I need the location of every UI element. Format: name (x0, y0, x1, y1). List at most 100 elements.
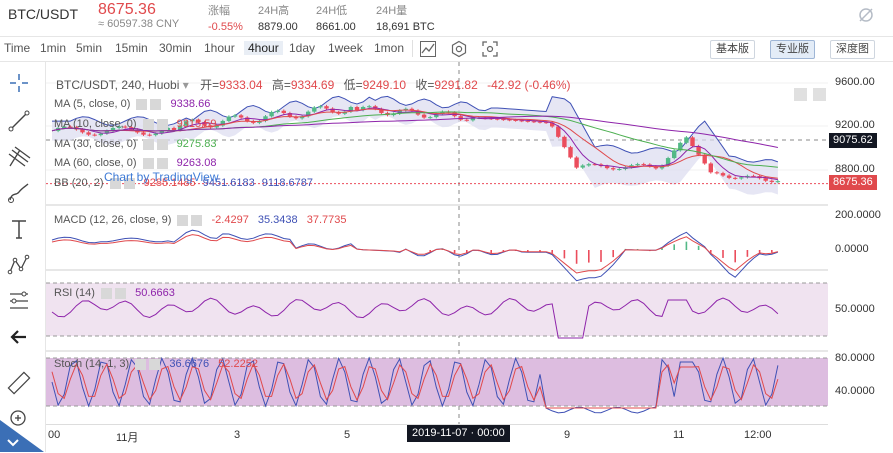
indicator-settings-icon[interactable] (450, 40, 468, 58)
time-tick: 11 (673, 429, 685, 441)
crosshair-price-label: 9075.62 (829, 133, 877, 148)
time-axis[interactable]: 00 11月 3 5 9 11 12:00 2019-11-07 · 00:00 (46, 424, 828, 453)
interval-15min[interactable]: 15min (115, 41, 148, 55)
brush-icon[interactable] (6, 180, 32, 206)
settings-icon[interactable] (109, 177, 121, 189)
close-value: 9291.82 (434, 78, 478, 92)
crosshair-icon[interactable] (6, 70, 32, 96)
settings-icon[interactable] (142, 138, 154, 150)
ma30-value: 9275.83 (176, 138, 217, 150)
candle-body (379, 108, 384, 113)
candle-body (336, 112, 341, 114)
close-icon[interactable] (150, 98, 162, 110)
chart-type-icon[interactable] (419, 40, 437, 58)
close-icon[interactable] (156, 157, 168, 169)
candle-body (751, 175, 756, 177)
basic-view-button[interactable]: 基本版 (710, 40, 755, 59)
settings-icon[interactable] (142, 118, 154, 130)
pair-name[interactable]: BTC/USDT (8, 6, 78, 22)
settings-icon[interactable] (135, 358, 147, 370)
stoch-d-value: 52.2252 (218, 358, 258, 370)
candle-body (147, 134, 152, 136)
interval-time[interactable]: Time (4, 41, 31, 55)
trend-line-icon[interactable] (6, 108, 32, 134)
time-tick: 3 (234, 429, 241, 441)
settings-icon[interactable] (101, 287, 113, 299)
candle-body (568, 147, 573, 158)
low-value: 9249.10 (362, 78, 407, 92)
last-price: 8675.36 (98, 1, 156, 18)
candle-body (525, 120, 530, 122)
interval-1min[interactable]: 1min (40, 41, 67, 55)
candle-body (495, 118, 500, 120)
close-icon[interactable] (149, 358, 161, 370)
interval-30min[interactable]: 30min (159, 41, 192, 55)
ticker-header: BTC/USDT 8675.36 ≈ 60597.38 CNY 涨幅 -0.55… (0, 0, 893, 37)
high-label: 高= (271, 78, 291, 92)
text-tool-icon[interactable] (6, 216, 32, 242)
fullscreen-icon[interactable] (481, 40, 499, 58)
candle-body (104, 130, 110, 134)
pane-controls (791, 88, 827, 101)
candle-body (739, 177, 744, 179)
candle-body (159, 130, 164, 134)
tradingview-watermark[interactable]: Chart by TradingView (104, 170, 219, 184)
interval-1day[interactable]: 1day (289, 41, 316, 55)
depth-chart-button[interactable]: 深度图 (830, 40, 875, 59)
scroll-down-icon[interactable] (794, 88, 807, 101)
pattern-icon[interactable] (6, 252, 32, 278)
ma5-value: 9338.66 (170, 98, 211, 110)
close-icon[interactable] (115, 287, 127, 299)
macd-hist-value: -2.4297 (211, 214, 249, 226)
settings-icon[interactable] (177, 214, 189, 226)
interval-1mon[interactable]: 1mon (374, 41, 405, 55)
change-value: -0.55% (208, 21, 243, 33)
ruler-icon[interactable] (6, 370, 32, 396)
rsi-band (46, 283, 828, 336)
fib-retracement-icon[interactable] (6, 288, 32, 314)
ma10-value: 9315.59 (176, 118, 217, 130)
collapse-toolbar-icon[interactable] (0, 420, 44, 452)
candle-body (354, 107, 360, 111)
close-icon[interactable] (156, 138, 168, 150)
macd-histogram-bar (636, 248, 639, 250)
candle-body (293, 116, 299, 119)
time-tick: 00 (48, 429, 61, 441)
candle-body (708, 163, 713, 173)
macd-histogram-bar (502, 250, 505, 252)
candle-body (684, 137, 689, 143)
zoom-in-icon[interactable] (6, 406, 32, 432)
stoch-tick: 40.0000 (835, 385, 875, 397)
pro-view-button[interactable]: 专业版 (770, 40, 815, 59)
candle-body (177, 125, 183, 131)
candle-body (434, 114, 439, 118)
price-chart[interactable] (46, 62, 828, 424)
close-icon[interactable] (156, 118, 168, 130)
interval-1week[interactable]: 1week (328, 41, 363, 55)
back-arrow-icon[interactable] (6, 324, 32, 350)
ma30-legend: MA (30, close, 0) 9275.83 (54, 138, 216, 150)
hide-icon[interactable] (857, 6, 875, 24)
scroll-up-icon[interactable] (813, 88, 827, 101)
settings-icon[interactable] (136, 98, 148, 110)
candle-body (367, 106, 372, 108)
pitchfork-icon[interactable] (6, 144, 32, 170)
close-icon[interactable] (191, 214, 203, 226)
macd-histogram-bar (710, 250, 712, 253)
candle-body (287, 113, 293, 117)
price-axis[interactable]: 9600.00 9200.00 8800.00 9075.62 8675.36 … (829, 62, 893, 424)
candle-body (543, 122, 549, 124)
candle-body (214, 125, 219, 128)
rsi-legend: RSI (14) 50.6663 (54, 287, 175, 299)
macd-tick: 200.0000 (835, 209, 881, 221)
settings-icon[interactable] (142, 157, 154, 169)
interval-5min[interactable]: 5min (76, 41, 103, 55)
macd-histogram-bar (771, 250, 773, 253)
candle-body (238, 115, 244, 118)
interval-1hour[interactable]: 1hour (204, 41, 235, 55)
interval-4hour[interactable]: 4hour (244, 41, 283, 55)
stoch-tick: 80.0000 (835, 352, 875, 364)
ma10-legend: MA (10, close, 0) 9315.59 (54, 118, 216, 130)
close-icon[interactable] (123, 177, 135, 189)
low-label: 24H低 (316, 5, 348, 17)
